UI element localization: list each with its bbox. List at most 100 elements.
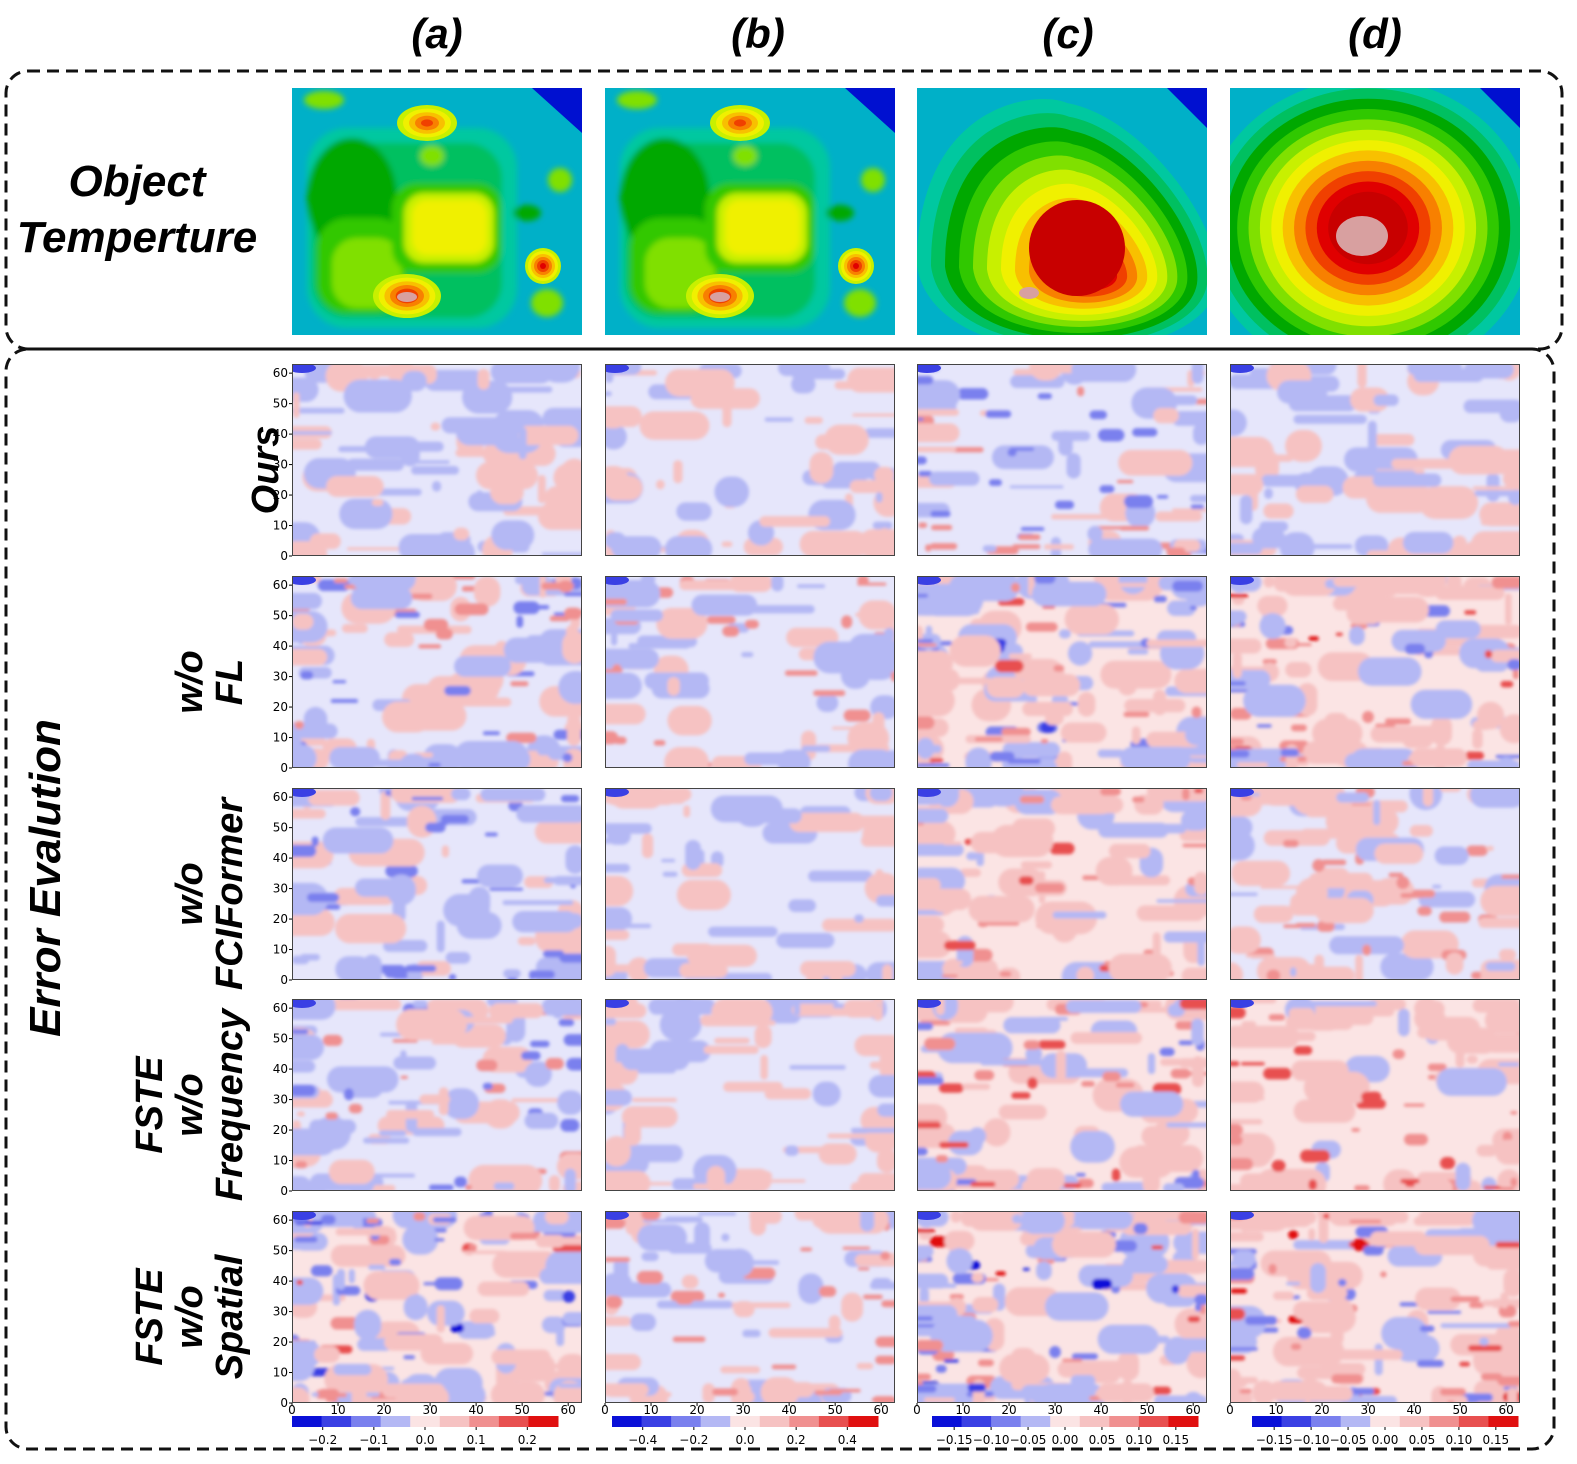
error-patch — [1111, 1168, 1121, 1182]
error-patch — [605, 579, 661, 608]
error-patch — [754, 1024, 772, 1049]
error-patch — [741, 652, 754, 658]
error-patch — [1300, 1149, 1331, 1163]
error-patch — [1151, 1245, 1164, 1250]
x-tick-label: 60 — [1499, 1403, 1514, 1417]
error-patch — [1230, 830, 1255, 861]
error-patch — [1297, 1327, 1312, 1339]
error-patch — [1427, 1310, 1462, 1314]
error-patch — [300, 671, 314, 680]
error-patch — [661, 858, 676, 863]
error-patch — [875, 1355, 895, 1365]
x-tick-label: 20 — [1001, 1403, 1016, 1417]
error-patch — [1009, 447, 1035, 451]
error-patch — [822, 918, 895, 932]
error-patch — [605, 1383, 649, 1397]
error-patch — [532, 1211, 582, 1233]
error-patch — [816, 1211, 889, 1234]
error-patch — [1038, 1016, 1068, 1021]
error-patch — [665, 369, 735, 397]
error-patch — [1128, 1145, 1204, 1172]
warm-spot — [733, 146, 757, 166]
error-patch — [1253, 905, 1294, 923]
error-map-r3-c3 — [1230, 999, 1520, 1191]
error-patch — [1100, 788, 1121, 796]
error-patch — [423, 618, 449, 632]
error-map-r1-c3 — [1230, 576, 1520, 768]
error-patch — [1230, 738, 1244, 746]
error-patch — [1288, 1031, 1316, 1042]
error-patch — [999, 1353, 1050, 1383]
error-patch — [328, 1159, 375, 1185]
error-patch — [1308, 872, 1373, 889]
warm-spot — [531, 289, 563, 317]
error-patch — [355, 878, 415, 897]
error-patch — [1415, 1287, 1461, 1311]
error-patch — [721, 1233, 730, 1242]
error-patch — [1472, 999, 1520, 1013]
error-patch — [1493, 467, 1520, 475]
colorbar-segment — [991, 1416, 1022, 1427]
error-patch — [612, 664, 622, 675]
error-patch — [636, 788, 692, 802]
error-patch — [875, 869, 884, 886]
error-patch — [641, 1211, 661, 1221]
error-patch — [989, 751, 1015, 762]
error-patch — [957, 388, 989, 400]
error-patch — [1362, 944, 1372, 956]
error-patch — [718, 1292, 725, 1298]
error-patch — [627, 957, 651, 980]
error-patch — [1002, 742, 1060, 758]
error-patch — [706, 616, 736, 624]
y-tick-label: 40 — [273, 639, 288, 653]
colorbar-segment — [641, 1416, 672, 1427]
error-patch — [1290, 967, 1297, 977]
y-tick-label: 0 — [280, 973, 288, 987]
error-patch — [1071, 364, 1137, 382]
error-patch — [768, 1328, 843, 1338]
error-patch — [338, 446, 397, 453]
error-patch — [344, 1088, 354, 1101]
error-patch — [733, 1301, 755, 1318]
error-patch — [1480, 519, 1520, 526]
error-patch — [422, 744, 463, 768]
error-patch — [967, 1383, 987, 1392]
error-patch — [292, 592, 322, 610]
error-map-frame — [292, 364, 582, 556]
error-patch — [1300, 828, 1353, 839]
error-patch — [339, 498, 393, 530]
error-patch — [1308, 636, 1319, 641]
y-tick-label: 40 — [273, 851, 288, 865]
error-patch — [1477, 701, 1505, 730]
error-patch — [917, 808, 949, 823]
error-patch — [1163, 931, 1207, 943]
error-map-r3-c1 — [605, 999, 895, 1191]
error-patch — [970, 831, 1029, 854]
error-patch — [350, 587, 413, 610]
error-patch — [1368, 420, 1377, 451]
error-patch — [824, 424, 869, 455]
error-patch — [1484, 649, 1493, 659]
error-patch — [1288, 1230, 1299, 1240]
y-tick-label: 10 — [273, 1366, 288, 1380]
error-patch — [1427, 1063, 1447, 1072]
error-map-r4-c1 — [605, 1211, 895, 1403]
error-patch — [613, 736, 627, 745]
error-patch — [1065, 999, 1142, 1013]
colorbar-tick-label: 0.10 — [1126, 1433, 1153, 1447]
error-patch — [454, 740, 529, 768]
error-patch — [798, 1273, 824, 1304]
error-patch — [330, 1317, 360, 1330]
error-patch — [1314, 954, 1324, 980]
error-patch — [1464, 610, 1477, 615]
error-patch — [1502, 1131, 1513, 1143]
error-patch — [1454, 1395, 1468, 1403]
colorbar-segment — [292, 1416, 323, 1427]
top-section-box — [4, 69, 1564, 351]
colorbar-segment — [498, 1416, 529, 1427]
error-patch — [1183, 1391, 1203, 1403]
error-patch — [621, 1106, 678, 1128]
error-patch — [832, 726, 862, 730]
error-patch — [784, 1145, 799, 1156]
error-patch — [1018, 876, 1034, 885]
